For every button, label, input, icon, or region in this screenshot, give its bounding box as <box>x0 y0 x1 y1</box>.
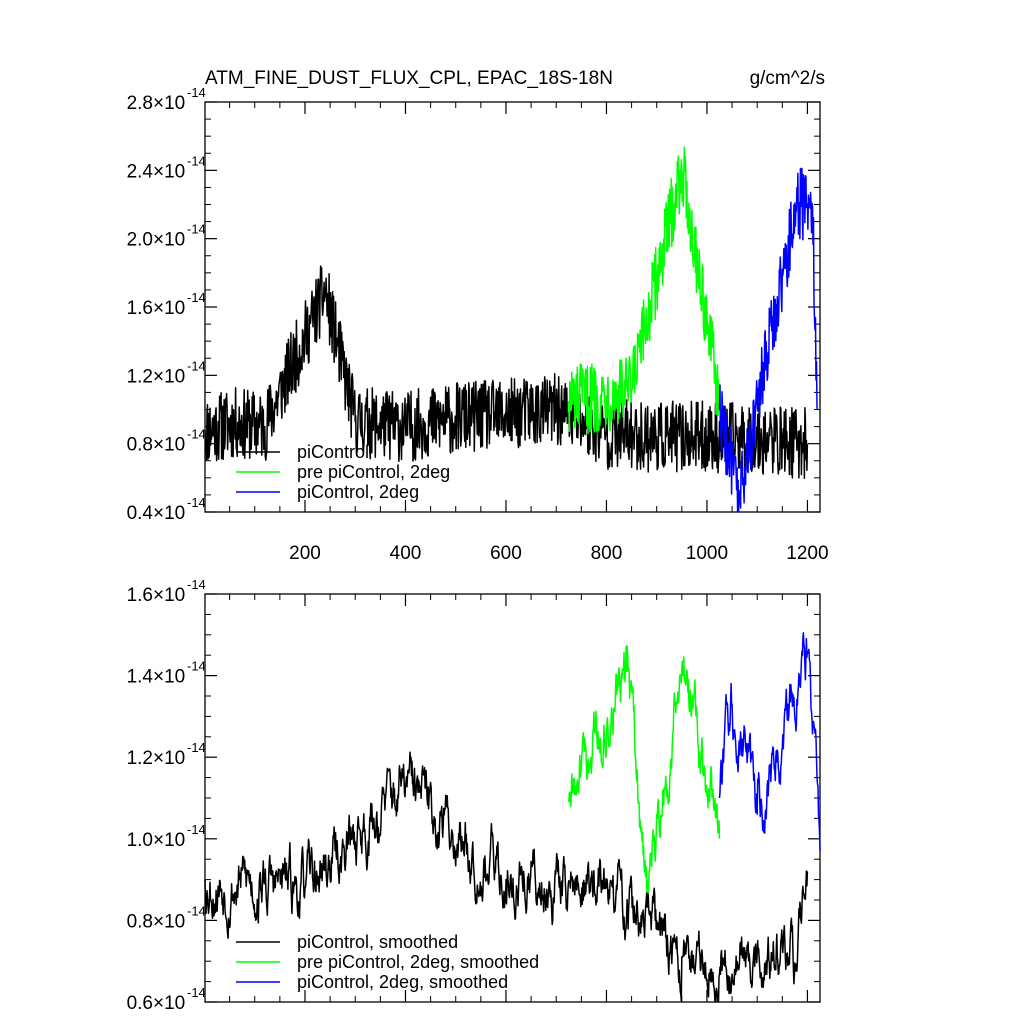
y-tick-label: 1.2 <box>127 366 153 387</box>
x-tick-label: 600 <box>490 543 522 564</box>
y-tick-label: 0.8 <box>127 435 153 456</box>
y-tick-label: 0.4 <box>127 503 154 524</box>
y-tick-label: 2.8 <box>127 93 153 114</box>
bottom-panel: 0.6 ×10-140.8 ×10-141.0 ×10-141.2 ×10-141.4 ×… <box>127 577 821 1014</box>
legend-label: pre piControl, 2deg, smoothed <box>297 952 539 972</box>
y-tick-exponent: -14 <box>187 222 206 237</box>
y-tick-label: 1.6 <box>127 298 153 319</box>
y-tick-multiplier: ×10 <box>153 503 185 524</box>
y-tick-multiplier: ×10 <box>153 993 185 1014</box>
chart-title: ATM_FINE_DUST_FLUX_CPL, EPAC_18S-18N <box>205 68 613 89</box>
y-tick-multiplier: ×10 <box>153 585 185 606</box>
y-tick-exponent: -14 <box>187 85 206 100</box>
y-tick-exponent: -14 <box>187 659 206 674</box>
y-tick-multiplier: ×10 <box>153 230 185 251</box>
legend-label: piControl <box>297 442 369 462</box>
x-tick-label: 400 <box>390 543 422 564</box>
legend-label: piControl, 2deg, smoothed <box>297 972 508 992</box>
y-tick-exponent: -14 <box>187 903 206 918</box>
y-tick-exponent: -14 <box>187 822 206 837</box>
y-tick-multiplier: ×10 <box>153 161 185 182</box>
y-tick-label: 1.6 <box>127 585 153 606</box>
y-tick-multiplier: ×10 <box>153 298 185 319</box>
y-tick-exponent: -14 <box>187 985 206 1000</box>
x-tick-label: 200 <box>289 543 321 564</box>
y-tick-exponent: -14 <box>187 290 206 305</box>
legend-label: piControl, 2deg <box>297 482 419 502</box>
y-tick-multiplier: ×10 <box>153 830 185 851</box>
y-tick-label: 0.8 <box>127 911 153 932</box>
legend-label: piControl, smoothed <box>297 932 458 952</box>
series-line <box>204 751 809 1003</box>
x-tick-label: 800 <box>591 543 623 564</box>
y-tick-label: 1.4 <box>127 667 154 688</box>
y-tick-multiplier: ×10 <box>153 93 185 114</box>
y-tick-label: 2.4 <box>127 161 154 182</box>
legend-label: pre piControl, 2deg <box>297 462 450 482</box>
top-panel: 0.4 ×10-140.8 ×10-141.2 ×10-141.6 ×10-142.0 ×… <box>127 85 829 564</box>
y-tick-exponent: -14 <box>187 358 206 373</box>
series-line <box>568 146 721 435</box>
y-tick-multiplier: ×10 <box>153 667 185 688</box>
series-line <box>718 167 819 513</box>
units-label: g/cm^2/s <box>750 68 825 89</box>
y-tick-exponent: -14 <box>187 427 206 442</box>
y-tick-multiplier: ×10 <box>153 911 185 932</box>
y-tick-label: 2.0 <box>127 230 153 251</box>
y-tick-exponent: -14 <box>187 153 206 168</box>
y-tick-label: 0.6 <box>127 993 153 1014</box>
y-tick-label: 1.2 <box>127 748 153 769</box>
series-line <box>718 632 821 852</box>
y-tick-exponent: -14 <box>187 740 206 755</box>
series-line <box>568 644 721 894</box>
x-tick-label: 1000 <box>686 543 728 564</box>
series-line <box>204 265 809 479</box>
y-tick-multiplier: ×10 <box>153 748 185 769</box>
y-tick-multiplier: ×10 <box>153 435 185 456</box>
y-tick-exponent: -14 <box>187 577 206 592</box>
x-tick-label: 1200 <box>786 543 828 564</box>
y-tick-exponent: -14 <box>187 495 206 510</box>
y-tick-multiplier: ×10 <box>153 366 185 387</box>
y-tick-label: 1.0 <box>127 830 153 851</box>
